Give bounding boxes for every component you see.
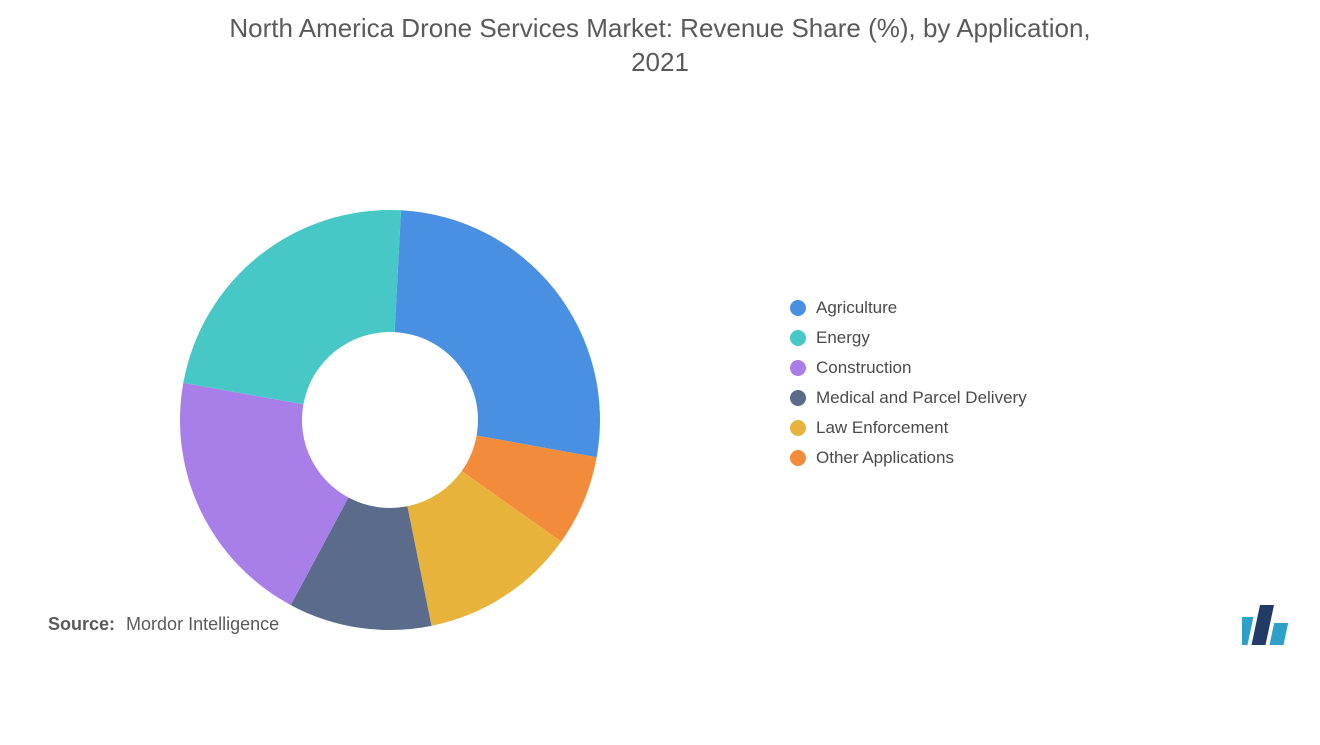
legend-item: Other Applications (790, 448, 1027, 468)
logo-bar (1251, 605, 1274, 645)
legend: Agriculture Energy Construction Medical and… (790, 298, 1027, 478)
brand-logo-icon (1242, 605, 1292, 645)
legend-label: Other Applications (816, 448, 954, 468)
logo-bar (1242, 617, 1253, 645)
donut-slice (395, 210, 600, 457)
chart-title: North America Drone Services Market: Rev… (0, 0, 1320, 80)
legend-label: Medical and Parcel Delivery (816, 388, 1027, 408)
legend-swatch-icon (790, 420, 806, 436)
legend-item: Construction (790, 358, 1027, 378)
logo-bar (1269, 623, 1288, 645)
donut-slice (183, 210, 401, 404)
legend-swatch-icon (790, 300, 806, 316)
source-attribution: Source: Mordor Intelligence (48, 614, 279, 635)
legend-item: Energy (790, 328, 1027, 348)
title-line-2: 2021 (631, 47, 689, 77)
chart-area: Agriculture Energy Construction Medical and… (0, 80, 1320, 600)
legend-label: Construction (816, 358, 911, 378)
chart-container: North America Drone Services Market: Rev… (0, 0, 1320, 665)
legend-swatch-icon (790, 360, 806, 376)
legend-label: Energy (816, 328, 870, 348)
legend-item: Medical and Parcel Delivery (790, 388, 1027, 408)
legend-item: Law Enforcement (790, 418, 1027, 438)
legend-label: Agriculture (816, 298, 897, 318)
donut-chart (0, 80, 1320, 745)
title-line-1: North America Drone Services Market: Rev… (229, 13, 1090, 43)
legend-item: Agriculture (790, 298, 1027, 318)
legend-swatch-icon (790, 390, 806, 406)
legend-swatch-icon (790, 450, 806, 466)
legend-label: Law Enforcement (816, 418, 948, 438)
legend-swatch-icon (790, 330, 806, 346)
source-label: Source: (48, 614, 115, 634)
source-value: Mordor Intelligence (126, 614, 279, 634)
